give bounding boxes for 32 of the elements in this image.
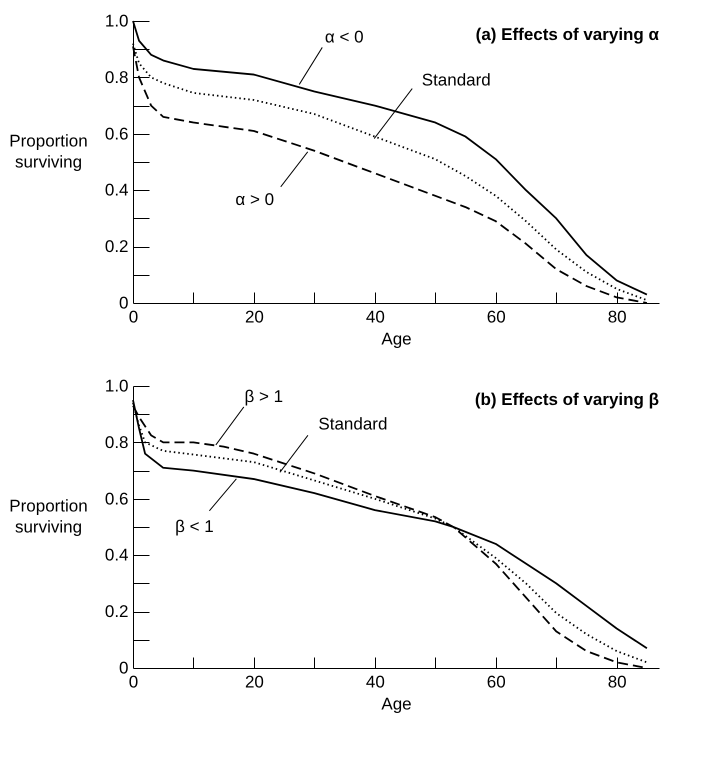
annotation: β < 1	[175, 516, 214, 536]
chart-title: (b) Effects of varying β	[474, 390, 659, 409]
x-axis-title: Age	[381, 330, 412, 348]
y-axis-title: Proportion surviving	[9, 496, 88, 536]
y-tick-label: 0.2	[104, 602, 128, 622]
x-tick-label: 40	[366, 308, 385, 326]
x-axis-title: Age	[381, 694, 412, 714]
x-tick-label: 20	[244, 308, 264, 326]
y-tick-label: 0	[119, 294, 128, 312]
x-tick-label: 60	[486, 308, 506, 326]
y-tick-label: 0.8	[104, 68, 128, 87]
annotation: Standard	[422, 70, 491, 90]
y-tick-label: 0.4	[104, 546, 128, 565]
x-tick-label: 80	[608, 672, 627, 692]
chart-title: (a) Effects of varying α	[476, 25, 660, 44]
y-tick-label: 0.2	[104, 237, 128, 256]
y-tick-label: 0	[119, 658, 128, 678]
annotation: α < 0	[324, 27, 364, 46]
annotation: α > 0	[235, 190, 274, 209]
y-tick-label: 1.0	[104, 12, 128, 30]
x-tick-label: 20	[244, 672, 264, 692]
y-tick-label: 0.6	[104, 124, 128, 144]
x-tick-label: 80	[608, 308, 627, 326]
annotation: β > 1	[244, 386, 284, 406]
annotation: Standard	[318, 414, 388, 434]
y-tick-label: 0.8	[104, 432, 128, 452]
x-tick-label: 40	[366, 672, 385, 692]
y-axis-title: Proportion surviving	[9, 132, 88, 172]
y-tick-label: 1.0	[104, 376, 128, 396]
y-tick-label: 0.6	[104, 489, 128, 508]
x-tick-label: 60	[486, 672, 506, 692]
y-tick-label: 0.4	[104, 180, 128, 200]
